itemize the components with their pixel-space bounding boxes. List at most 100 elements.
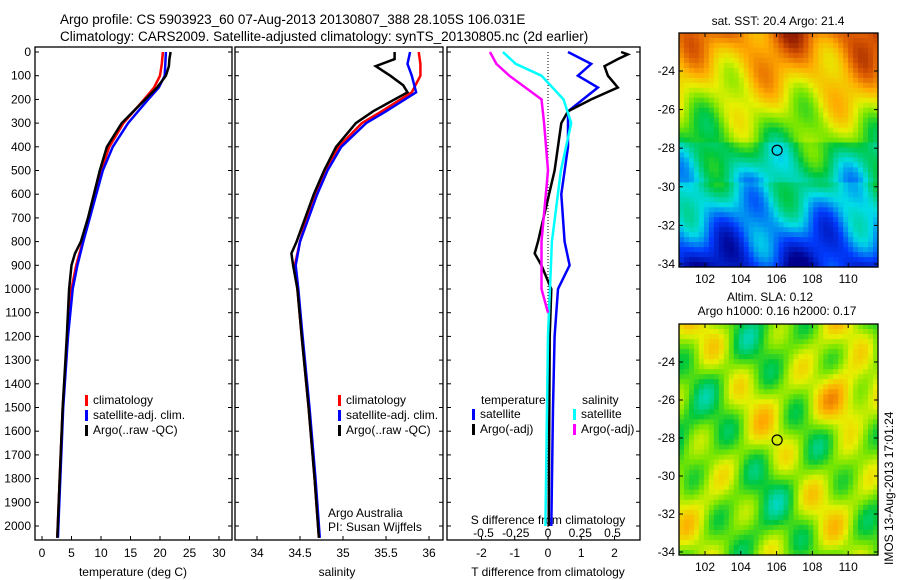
sst-map-cell — [703, 177, 710, 183]
sla-map-cell — [728, 499, 735, 506]
sla-map-cell — [763, 550, 770, 556]
sst-map-cell — [873, 112, 879, 119]
sst-map-cell — [823, 127, 829, 134]
sst-map-cell — [863, 237, 869, 243]
sst-map-cell — [848, 142, 854, 149]
sst-map-cell — [708, 182, 715, 188]
sst-map-xtick-label: 104 — [731, 272, 751, 286]
sst-map-cell — [808, 222, 814, 228]
sla-map-cell — [808, 514, 814, 521]
sst-map-cell — [843, 227, 849, 233]
sst-map-cell — [693, 122, 700, 129]
sla-map-cell — [743, 439, 750, 446]
sst-map-cell — [679, 167, 685, 173]
sst-map-cell — [723, 102, 730, 109]
sla-map-cell — [828, 534, 834, 541]
depth-tick-label: 700 — [11, 211, 31, 225]
sla-map-cell — [853, 464, 859, 471]
sla-map-cell — [713, 414, 720, 421]
sst-map-cell — [818, 237, 824, 243]
sla-map-cell — [833, 479, 839, 486]
sla-map-cell — [693, 389, 700, 395]
sla-map-cell — [693, 404, 700, 410]
sst-map-cell — [823, 142, 829, 149]
sla-map-cell — [703, 379, 710, 385]
sla-map-cell — [733, 339, 740, 345]
sst-map-cell — [778, 82, 785, 89]
sst-map-cell — [833, 107, 839, 114]
sst-map-cell — [689, 192, 695, 198]
sst-map-cell — [753, 202, 760, 208]
sst-map-cell — [853, 33, 859, 39]
sst-map-cell — [758, 47, 765, 54]
sla-map-cell — [823, 374, 829, 380]
sla-map-cell — [803, 469, 809, 476]
sst-map-cell — [863, 107, 869, 114]
sla-map-cell — [818, 459, 824, 466]
sla-map-cell — [689, 489, 695, 496]
sst-map-cell — [743, 157, 750, 164]
sst-map-cell — [798, 252, 804, 258]
ds-xtick-label: -0.5 — [473, 526, 494, 540]
sla-map-cell — [853, 494, 859, 501]
sla-map-cell — [818, 469, 824, 476]
sla-map-cell — [873, 509, 879, 516]
sst-map-cell — [684, 112, 690, 119]
sst-map-cell — [868, 87, 874, 94]
sst-map-cell — [758, 232, 765, 238]
sla-map-cell — [838, 469, 844, 476]
sla-map-cell — [763, 519, 770, 526]
sst-map-cell — [828, 33, 834, 39]
sla-map-cell — [833, 494, 839, 501]
sst-map-cell — [793, 222, 799, 228]
sst-map-cell — [843, 237, 849, 243]
sst-map-cell — [783, 62, 790, 69]
sst-map-cell — [808, 142, 814, 149]
sla-map-cell — [748, 499, 755, 506]
sla-map-cell — [823, 344, 829, 350]
sst-map-cell — [723, 112, 730, 119]
sla-map-cell — [679, 364, 685, 370]
sst-map-cell — [708, 82, 715, 89]
sst-map-cell — [803, 107, 809, 114]
sla-map-cell — [808, 379, 814, 385]
sst-map-cell — [743, 97, 750, 104]
sla-map-cell — [768, 389, 775, 395]
sst-map-cell — [798, 57, 804, 64]
sst-map-cell — [718, 217, 725, 223]
sst-map-cell — [758, 252, 765, 258]
sla-map-cell — [863, 364, 869, 370]
sst-map-cell — [703, 147, 710, 154]
sst-map-cell — [708, 192, 715, 198]
sst-map-cell — [698, 187, 705, 193]
sst-map-cell — [748, 122, 755, 129]
sla-map-cell — [778, 349, 785, 355]
sst-map-cell — [768, 127, 775, 134]
sla-map-cell — [788, 334, 795, 340]
sla-map-cell — [684, 469, 690, 476]
sst-map-cell — [738, 102, 745, 109]
sla-map-cell — [733, 550, 740, 556]
sst-map-cell — [803, 62, 809, 69]
sla-map-cell — [793, 329, 799, 335]
sla-map-cell — [863, 474, 869, 481]
sla-map-cell — [693, 524, 700, 531]
sla-map-cell — [828, 334, 834, 340]
sla-map-cell — [763, 384, 770, 390]
sla-map-cell — [798, 504, 804, 511]
sst-map-cell — [798, 147, 804, 154]
sla-map-cell — [833, 539, 839, 546]
sst-map-cell — [803, 43, 809, 49]
sla-map-cell — [693, 329, 700, 335]
sla-map-cell — [748, 429, 755, 436]
sst-map-cell — [858, 197, 864, 203]
sla-map-cell — [813, 424, 819, 431]
sst-map-cell — [708, 212, 715, 218]
sst-map-cell — [853, 142, 859, 149]
dt-xlabel: T difference from climatology — [471, 565, 625, 579]
sla-map-cell — [753, 545, 760, 551]
sla-map-cell — [763, 374, 770, 380]
sla-map-cell — [684, 414, 690, 421]
sst-map-cell — [708, 177, 715, 183]
sst-map-cell — [743, 137, 750, 144]
